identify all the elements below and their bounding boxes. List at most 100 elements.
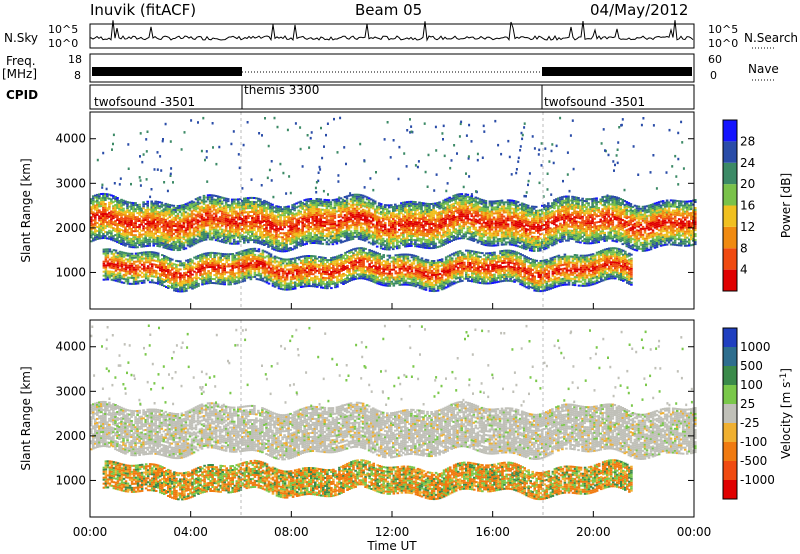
power-cell (116, 197, 119, 199)
power-cell (204, 230, 208, 233)
power-cell (283, 286, 287, 289)
power-cell (467, 273, 470, 276)
power-cell (289, 268, 293, 271)
power-cell (336, 283, 339, 286)
power-cell (148, 267, 152, 270)
power-cell (134, 264, 138, 267)
power-cell (110, 258, 114, 261)
power-cell (189, 278, 192, 281)
power-cell (575, 254, 579, 257)
power-cell (182, 244, 186, 247)
power-cell (350, 249, 353, 252)
power-cell (239, 270, 243, 273)
nsky-label: N.Sky (4, 31, 39, 45)
power-cell (307, 255, 311, 257)
power-cell (175, 263, 178, 266)
power-cell (330, 271, 333, 273)
power-cell (122, 255, 126, 258)
power-cell (163, 273, 166, 275)
power-cell (338, 268, 341, 271)
power-cell (221, 277, 224, 280)
power-cell (265, 281, 269, 284)
power-cell (169, 261, 172, 264)
power-cell (150, 200, 153, 203)
power-cell (259, 279, 263, 281)
power-cell (146, 279, 150, 282)
power-cell (182, 224, 186, 226)
power-cell (152, 271, 156, 274)
power-cell (171, 268, 174, 271)
power-cell (249, 274, 253, 277)
power-cell (301, 259, 305, 262)
power-cell (285, 288, 289, 291)
power-cell (241, 270, 245, 273)
power-cell (289, 264, 293, 267)
power-cell (203, 270, 206, 273)
power-cell (338, 258, 341, 261)
power-cell (225, 257, 228, 260)
power-cell (406, 255, 410, 258)
power-cell (265, 263, 269, 266)
power-cell (102, 248, 106, 251)
power-cell (229, 273, 232, 276)
power-cell (122, 267, 126, 270)
power-cell (169, 257, 172, 260)
power-cell (287, 270, 291, 273)
power-cell (159, 267, 162, 270)
power-cell (165, 265, 168, 268)
power-cell (310, 285, 313, 288)
power-cell (410, 274, 414, 277)
power-cell (461, 273, 464, 276)
power-cell (177, 288, 180, 291)
power-cell (346, 276, 349, 279)
power-cell (146, 210, 149, 213)
power-cell (275, 278, 279, 281)
power-cell (382, 270, 385, 273)
power-cell (263, 268, 267, 271)
power-cell (378, 283, 381, 286)
power-cell (245, 251, 249, 253)
power-cell (583, 262, 587, 265)
power-cell (336, 279, 339, 282)
power-cell (398, 259, 402, 262)
power-cell (122, 273, 126, 276)
power-cell (461, 275, 464, 278)
power-cell (362, 249, 365, 252)
date-title: 04/May/2012 (590, 1, 689, 19)
power-cell (118, 272, 122, 275)
power-cell (533, 275, 536, 278)
power-cell (259, 273, 263, 275)
power-cell (134, 222, 137, 225)
power-cell (348, 255, 351, 258)
power-cell (183, 276, 186, 279)
power-cell (233, 280, 237, 283)
power-cell (217, 272, 220, 275)
power-cell (219, 252, 222, 255)
power-cell (630, 261, 633, 264)
power-cell (354, 249, 357, 252)
power-cell (165, 280, 168, 282)
power-cell (360, 251, 363, 254)
power-cell (346, 274, 349, 277)
power-cell (376, 266, 379, 269)
power-cell (207, 254, 210, 257)
power-cell (275, 256, 279, 259)
power-cell (297, 272, 301, 275)
power-cell (161, 274, 164, 277)
freq-tick-bottom: 8 (74, 69, 81, 82)
power-cell (102, 262, 106, 265)
power-cell (156, 266, 160, 269)
power-cell (374, 261, 377, 264)
power-cell (299, 284, 303, 286)
power-cell (237, 277, 241, 280)
power-cell (241, 262, 245, 265)
power-cell (253, 257, 257, 260)
power-cell (227, 265, 230, 268)
power-cell (408, 265, 412, 268)
power-cell (191, 287, 194, 290)
power-cell (106, 250, 110, 253)
power-cell (297, 276, 301, 279)
power-cell (275, 266, 279, 269)
power-cell (228, 232, 232, 235)
power-cell (255, 250, 259, 252)
